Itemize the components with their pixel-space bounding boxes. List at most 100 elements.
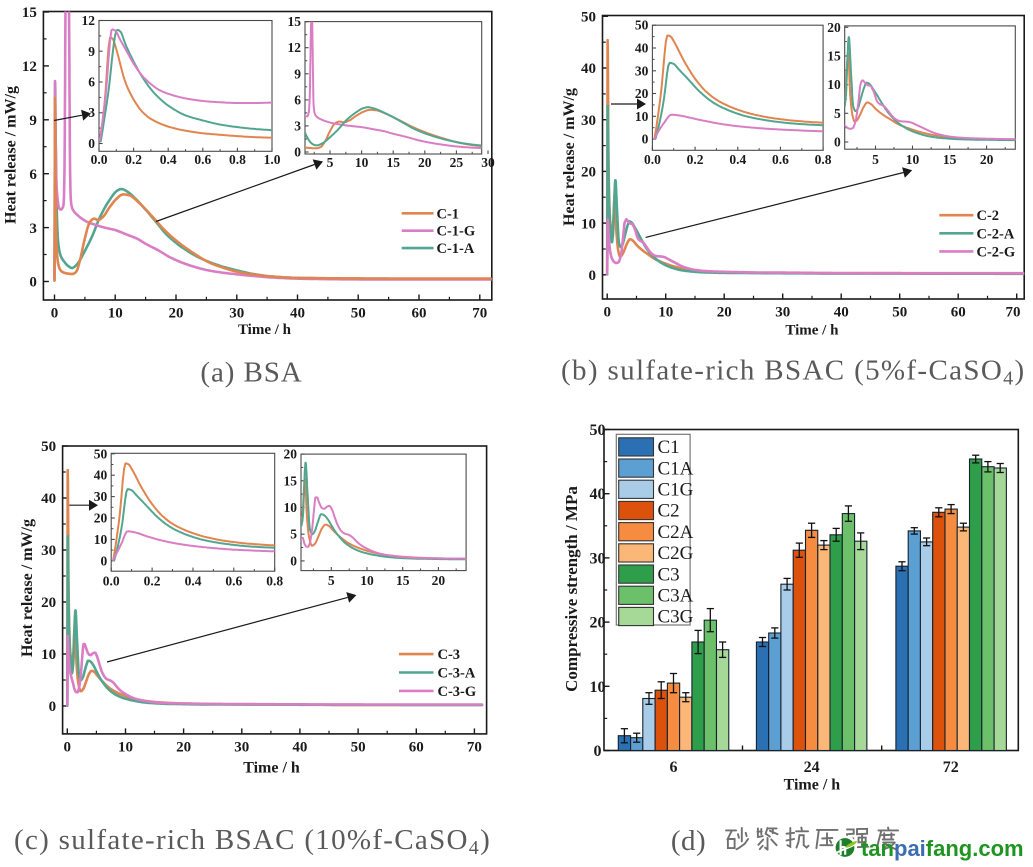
svg-text:50: 50 xyxy=(41,439,56,455)
svg-text:70: 70 xyxy=(1006,305,1021,321)
svg-text:C2G: C2G xyxy=(658,543,694,564)
svg-text:6: 6 xyxy=(29,167,37,183)
svg-text:15: 15 xyxy=(943,152,957,167)
svg-text:12: 12 xyxy=(22,59,37,75)
svg-text:10: 10 xyxy=(658,305,673,321)
svg-text:6: 6 xyxy=(294,92,301,107)
svg-text:10: 10 xyxy=(906,152,920,167)
svg-text:Heat release / mW/g: Heat release / mW/g xyxy=(3,86,20,224)
svg-text:1.0: 1.0 xyxy=(264,152,281,167)
svg-text:0.4: 0.4 xyxy=(185,574,202,589)
svg-text:C1A: C1A xyxy=(658,458,694,479)
svg-text:30: 30 xyxy=(775,305,790,321)
svg-text:5: 5 xyxy=(328,573,335,588)
svg-text:70: 70 xyxy=(472,306,487,322)
svg-text:15: 15 xyxy=(396,573,410,588)
svg-text:C-3-A: C-3-A xyxy=(438,666,476,682)
svg-text:50: 50 xyxy=(94,446,108,461)
svg-text:0.0: 0.0 xyxy=(91,152,108,167)
svg-text:0: 0 xyxy=(642,132,649,147)
svg-text:Compressive strength / MPa: Compressive strength / MPa xyxy=(562,486,581,692)
svg-text:60: 60 xyxy=(409,740,424,756)
svg-text:15: 15 xyxy=(22,5,37,21)
svg-text:10: 10 xyxy=(108,306,123,322)
svg-text:50: 50 xyxy=(351,306,366,322)
svg-text:(b) sulfate-rich BSAC (5%f-CaS: (b) sulfate-rich BSAC (5%f-CaSO4) xyxy=(561,355,1026,390)
svg-text:30: 30 xyxy=(581,113,596,129)
svg-text:10: 10 xyxy=(590,679,606,696)
svg-text:0.8: 0.8 xyxy=(229,152,246,167)
svg-text:6: 6 xyxy=(88,75,95,90)
svg-text:15: 15 xyxy=(827,49,841,64)
svg-text:3: 3 xyxy=(294,118,301,133)
svg-text:0.4: 0.4 xyxy=(729,152,746,167)
svg-text:30: 30 xyxy=(94,489,108,504)
svg-text:30: 30 xyxy=(590,550,606,567)
svg-text:0.2: 0.2 xyxy=(125,152,142,167)
svg-text:50: 50 xyxy=(581,10,596,26)
svg-text:20: 20 xyxy=(418,155,432,170)
svg-text:Heat release / mW/g: Heat release / mW/g xyxy=(19,519,36,657)
svg-text:(c) sulfate-rich BSAC (10%f-Ca: (c) sulfate-rich BSAC (10%f-CaSO4) xyxy=(14,824,491,859)
svg-text:50: 50 xyxy=(590,422,606,439)
svg-text:(d): (d) xyxy=(671,825,706,857)
svg-text:10: 10 xyxy=(118,740,133,756)
svg-text:70: 70 xyxy=(467,740,482,756)
svg-text:0.0: 0.0 xyxy=(644,152,661,167)
svg-text:C-2-G: C-2-G xyxy=(977,244,1016,260)
svg-text:50: 50 xyxy=(351,740,366,756)
svg-text:Time / h: Time / h xyxy=(785,323,839,339)
svg-text:9: 9 xyxy=(294,66,301,81)
svg-text:C3A: C3A xyxy=(658,586,694,607)
svg-text:0: 0 xyxy=(589,268,597,284)
svg-text:0.6: 0.6 xyxy=(225,574,242,589)
svg-text:0: 0 xyxy=(49,699,57,715)
svg-text:C3: C3 xyxy=(658,564,680,585)
svg-text:Time / h: Time / h xyxy=(238,322,292,338)
svg-text:C1: C1 xyxy=(658,437,680,458)
svg-text:5: 5 xyxy=(872,152,879,167)
svg-text:60: 60 xyxy=(412,306,427,322)
svg-text:20: 20 xyxy=(94,511,108,526)
svg-text:3: 3 xyxy=(29,221,37,237)
svg-text:C3G: C3G xyxy=(658,607,694,628)
svg-text:9: 9 xyxy=(29,113,37,129)
svg-text:0.6: 0.6 xyxy=(772,152,789,167)
svg-text:(a) BSA: (a) BSA xyxy=(200,357,302,389)
svg-text:C-2-A: C-2-A xyxy=(977,226,1015,242)
svg-text:20: 20 xyxy=(169,306,184,322)
svg-text:C-3: C-3 xyxy=(438,647,461,663)
svg-text:0: 0 xyxy=(294,145,301,160)
svg-text:20: 20 xyxy=(717,305,732,321)
svg-text:40: 40 xyxy=(292,740,307,756)
svg-text:0: 0 xyxy=(603,305,611,321)
svg-text:20: 20 xyxy=(635,86,649,101)
svg-text:15: 15 xyxy=(284,473,298,488)
svg-text:20: 20 xyxy=(980,152,994,167)
svg-text:0: 0 xyxy=(51,306,59,322)
svg-text:5: 5 xyxy=(327,155,334,170)
svg-text:72: 72 xyxy=(943,759,959,776)
svg-text:40: 40 xyxy=(581,61,596,77)
svg-text:40: 40 xyxy=(290,306,305,322)
svg-text:C2: C2 xyxy=(658,501,680,522)
svg-text:10: 10 xyxy=(284,500,298,515)
svg-text:20: 20 xyxy=(41,595,56,611)
svg-text:40: 40 xyxy=(834,305,849,321)
svg-text:0.8: 0.8 xyxy=(266,574,283,589)
svg-text:C1G: C1G xyxy=(658,480,694,501)
svg-text:30: 30 xyxy=(635,63,649,78)
svg-text:0: 0 xyxy=(834,135,841,150)
svg-text:0.2: 0.2 xyxy=(687,152,704,167)
svg-text:Heat release / mW/g: Heat release / mW/g xyxy=(561,88,578,226)
svg-text:40: 40 xyxy=(635,41,649,56)
svg-text:60: 60 xyxy=(951,305,966,321)
svg-text:30: 30 xyxy=(229,306,244,322)
svg-text:0.8: 0.8 xyxy=(815,152,832,167)
svg-text:9: 9 xyxy=(88,44,95,59)
svg-text:0: 0 xyxy=(594,743,602,760)
svg-text:20: 20 xyxy=(284,447,298,462)
svg-text:20: 20 xyxy=(590,615,606,632)
svg-text:30: 30 xyxy=(481,155,495,170)
svg-text:0.0: 0.0 xyxy=(103,574,120,589)
